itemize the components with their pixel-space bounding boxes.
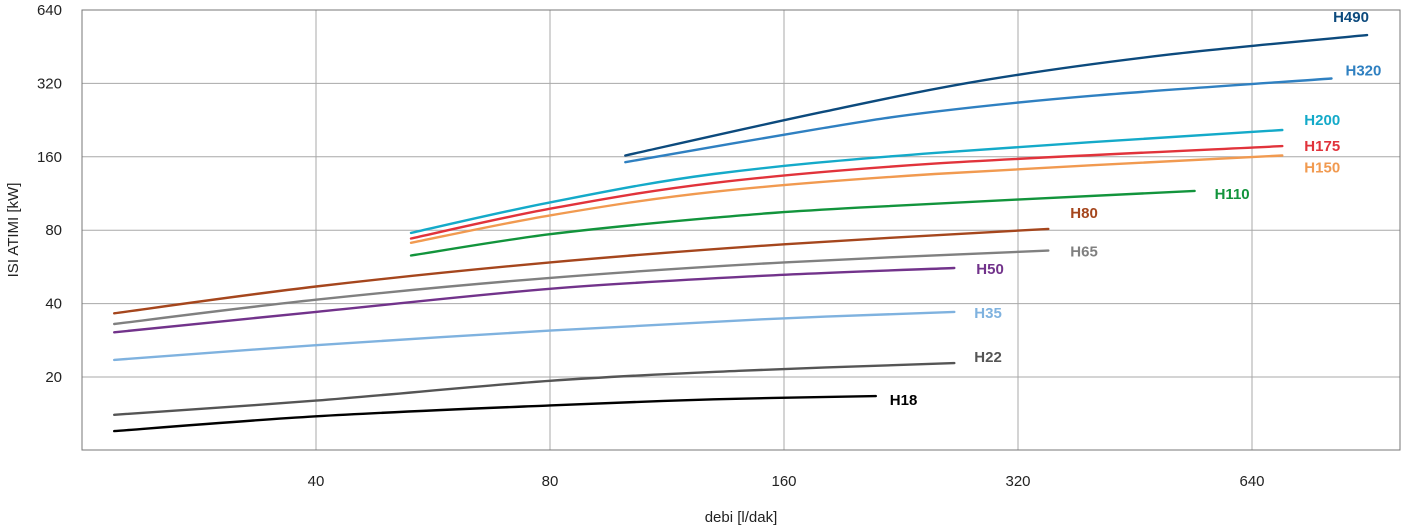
series-line-h200 (409, 128, 1284, 235)
x-axis-ticks: 40 80 160 320 640 (308, 473, 1265, 490)
series-label-h490: H490 (1333, 9, 1369, 26)
series-line-h35 (113, 310, 956, 362)
series-line-h110 (409, 189, 1196, 257)
series-label-h200: H200 (1304, 112, 1340, 129)
series-line-h150 (409, 154, 1284, 244)
y-axis-ticks: 20 40 80 160 320 640 (37, 2, 62, 386)
series-label-h320: H320 (1346, 63, 1382, 80)
series-line-h50 (113, 266, 956, 334)
series-line-h490 (624, 33, 1369, 157)
x-tick-label: 80 (542, 473, 559, 490)
series-label-h175: H175 (1304, 138, 1340, 155)
y-axis-title: ISI ATIMI [kW] (5, 183, 22, 278)
series-line-h175 (409, 144, 1284, 240)
series-line-h22 (113, 361, 956, 416)
plot-frame (81, 9, 1401, 451)
series-label-h22: H22 (974, 349, 1002, 366)
series-line-h18 (113, 394, 877, 433)
series-label-h65: H65 (1070, 244, 1098, 261)
y-tick-label: 160 (37, 149, 62, 166)
x-tick-label: 160 (771, 473, 796, 490)
series-label-h35: H35 (974, 305, 1002, 322)
y-tick-label: 80 (45, 222, 62, 239)
x-tick-label: 640 (1239, 473, 1264, 490)
series-label-h110: H110 (1215, 186, 1250, 203)
y-tick-label: 40 (45, 296, 62, 313)
y-tick-label: 320 (37, 75, 62, 92)
series-line-h320 (624, 77, 1333, 164)
series-label-h150: H150 (1304, 160, 1340, 177)
series-lines (113, 33, 1369, 433)
x-tick-label: 40 (308, 473, 325, 490)
series-label-h18: H18 (890, 392, 918, 409)
series-labels: H18 H22 H35 H50 H65 H80 H110 H150 H175 H200 H320 H4… (890, 9, 1382, 409)
series-label-h80: H80 (1070, 205, 1098, 222)
x-axis-title: debi [l/dak] (705, 509, 778, 526)
series-label-h50: H50 (976, 261, 1004, 278)
x-tick-label: 320 (1005, 473, 1030, 490)
series-line-h65 (113, 249, 1050, 326)
series-line-h80 (113, 227, 1050, 315)
y-tick-label: 20 (45, 369, 62, 386)
grid (82, 10, 1400, 450)
y-tick-label: 640 (37, 2, 62, 19)
